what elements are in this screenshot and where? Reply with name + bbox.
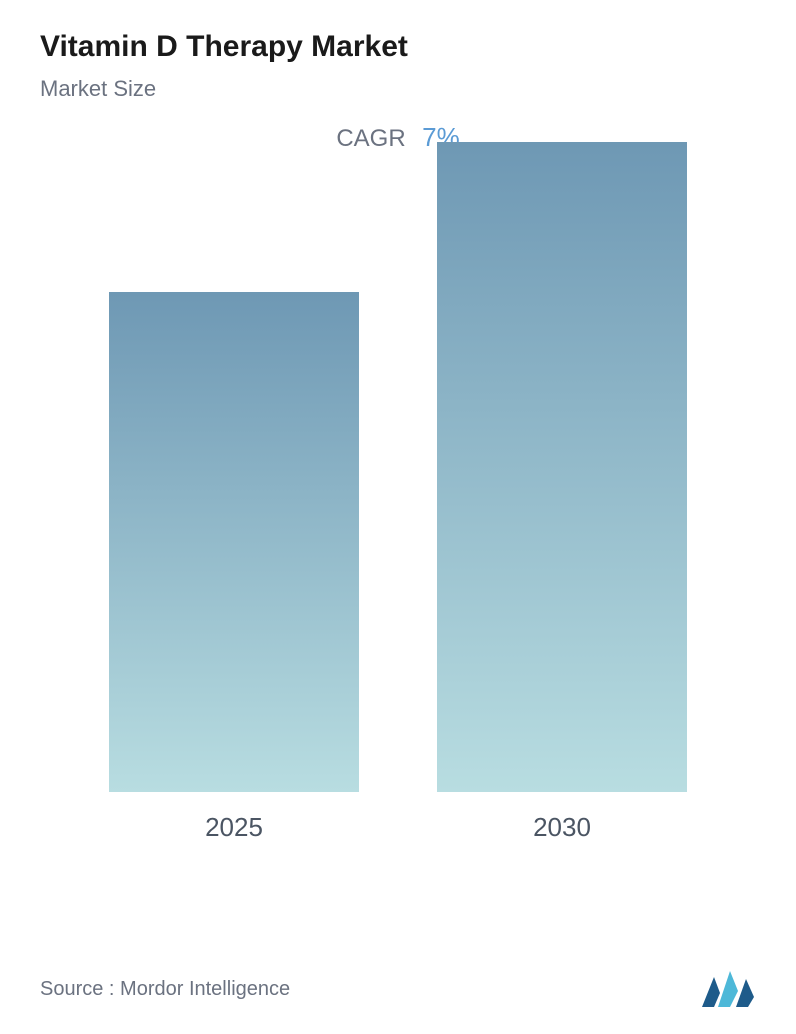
chart-subtitle: Market Size [40,76,756,102]
mordor-logo-icon [700,969,756,1009]
bar-label-2030: 2030 [533,812,591,843]
bar-2025 [109,292,359,792]
chart-title: Vitamin D Therapy Market [40,30,756,64]
chart-area: 2025 2030 [40,193,756,893]
bar-group-2025: 2025 [94,292,374,843]
bar-2030 [437,142,687,792]
bar-group-2030: 2030 [422,142,702,843]
source-text: Source : Mordor Intelligence [40,978,290,1001]
cagr-label: CAGR [336,125,405,152]
footer: Source : Mordor Intelligence [40,969,756,1009]
bar-label-2025: 2025 [205,812,263,843]
